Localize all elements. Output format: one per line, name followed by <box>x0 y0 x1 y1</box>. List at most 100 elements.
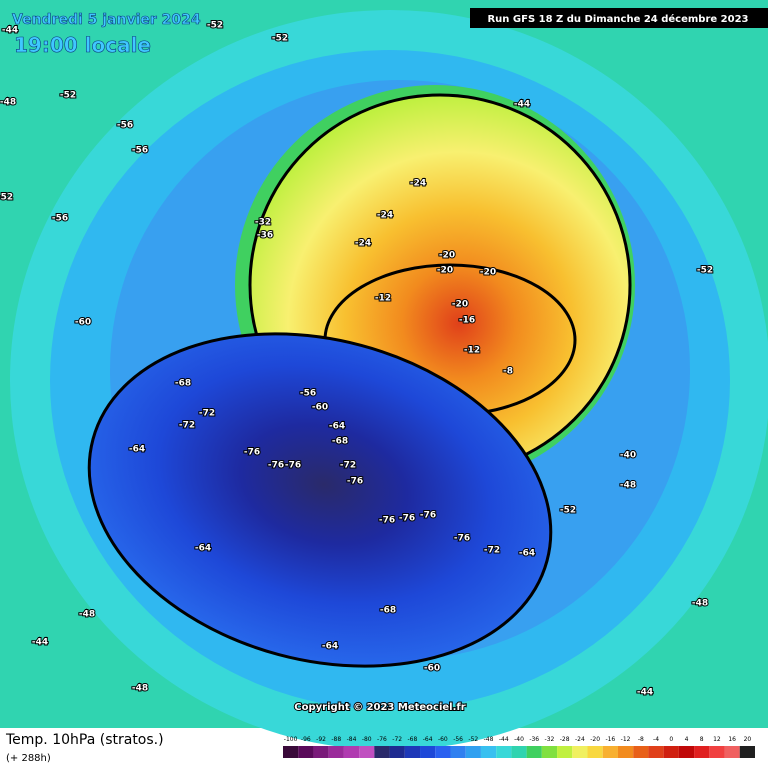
legend-label: -20 <box>590 736 600 743</box>
contour-label: -76 <box>399 514 415 524</box>
legend-swatch <box>404 746 421 758</box>
legend-swatch <box>389 746 405 758</box>
contour-label: -72 <box>179 421 195 431</box>
contour-label: -60 <box>75 318 91 328</box>
contour-label: -64 <box>322 642 338 652</box>
contour-label: -16 <box>459 316 475 326</box>
legend-swatch <box>648 746 664 758</box>
contour-label: -72 <box>199 409 215 419</box>
legend-swatch <box>526 746 542 758</box>
contour-label: -12 <box>375 294 391 304</box>
legend-label: 8 <box>700 736 704 743</box>
contour-label: -52 <box>207 21 223 31</box>
contour-label: -52 <box>560 506 576 516</box>
legend-label: -36 <box>529 736 539 743</box>
contour-label: -52 <box>272 34 288 44</box>
contour-label: -64 <box>129 445 145 455</box>
time: 19:00 locale <box>14 33 151 57</box>
contour-label: -48 <box>692 599 708 609</box>
legend-label: 20 <box>744 736 752 743</box>
contour-label: -76 <box>379 516 395 526</box>
contour-label: -72 <box>484 546 500 556</box>
legend-label: 0 <box>669 736 673 743</box>
legend-label: -4 <box>653 736 659 743</box>
contour-label: -72 <box>340 461 356 471</box>
contour-label: -44 <box>637 688 653 698</box>
contour-label: -68 <box>380 606 396 616</box>
legend-swatch <box>739 746 755 758</box>
contour-label: -76 <box>285 461 301 471</box>
date: Vendredi 5 janvier 2024 <box>12 12 201 28</box>
contour-label: -20 <box>437 266 453 276</box>
cold-vortex <box>87 332 553 668</box>
legend-label: -56 <box>453 736 463 743</box>
contour-label: -56 <box>300 389 316 399</box>
contour-label: -56 <box>132 146 148 156</box>
legend-swatch <box>465 746 481 758</box>
legend-label: -60 <box>438 736 448 743</box>
contour-label: -20 <box>439 251 455 261</box>
legend-label: -100 <box>284 736 298 743</box>
legend-label: -28 <box>560 736 570 743</box>
contour-label: -48 <box>79 610 95 620</box>
legend-swatch <box>343 746 360 758</box>
contour-label: -64 <box>519 549 535 559</box>
contour-label: -52 <box>697 266 713 276</box>
contour-label: -48 <box>132 684 148 694</box>
legend-swatch <box>420 746 436 758</box>
run: Run GFS 18 Z du Dimanche 24 décembre 202… <box>487 13 748 25</box>
legend-label: -72 <box>392 736 402 743</box>
contour-label: -24 <box>355 239 371 249</box>
contour-label: -64 <box>195 544 211 554</box>
contour-label: -56 <box>117 121 133 131</box>
legend-swatch <box>374 746 390 758</box>
legend-label: 16 <box>728 736 736 743</box>
legend-label: -12 <box>621 736 631 743</box>
contour-label: -76 <box>454 534 470 544</box>
legend-label: -84 <box>347 736 357 743</box>
contour-label: -64 <box>329 422 345 432</box>
contour-label: -48 <box>0 98 16 108</box>
contour-label: -20 <box>480 268 496 278</box>
legend-label: 12 <box>713 736 721 743</box>
contour-label: -52 <box>0 193 13 203</box>
contour-label: -24 <box>377 211 393 221</box>
legend-label: -92 <box>316 736 326 743</box>
contour-label: -68 <box>332 437 348 447</box>
contour-label: -68 <box>175 379 191 389</box>
contour-label: -32 <box>255 218 271 228</box>
footer-lead: (+ 288h) <box>6 753 51 764</box>
legend-swatch <box>450 746 466 758</box>
legend-swatch <box>283 746 299 758</box>
legend-label: -96 <box>301 736 311 743</box>
legend-label: -24 <box>575 736 585 743</box>
legend-label: -48 <box>484 736 494 743</box>
legend-swatch <box>496 746 512 758</box>
legend-swatch <box>678 746 695 758</box>
contour-label: -76 <box>244 448 260 458</box>
legend-swatch <box>663 746 679 758</box>
legend-swatch <box>572 746 588 758</box>
contour-label: -40 <box>620 451 636 461</box>
legend-swatch <box>602 746 618 758</box>
legend-swatch <box>480 746 497 758</box>
legend-label: -76 <box>377 736 387 743</box>
legend-swatch <box>694 746 710 758</box>
legend-swatch <box>541 746 558 758</box>
legend-swatch <box>435 746 451 758</box>
contour-label: -60 <box>312 403 328 413</box>
legend-label: -40 <box>514 736 524 743</box>
legend-swatch <box>313 746 329 758</box>
contour-label: -76 <box>420 511 436 521</box>
legend-swatch <box>557 746 573 758</box>
contour-label: -20 <box>452 300 468 310</box>
contour-label: -48 <box>620 481 636 491</box>
contour-label: -56 <box>52 214 68 224</box>
legend-swatch <box>511 746 527 758</box>
legend-swatch <box>617 746 634 758</box>
legend-swatch <box>709 746 725 758</box>
contour-label: -76 <box>268 461 284 471</box>
legend-label: -52 <box>468 736 478 743</box>
contour-label: -24 <box>410 179 426 189</box>
